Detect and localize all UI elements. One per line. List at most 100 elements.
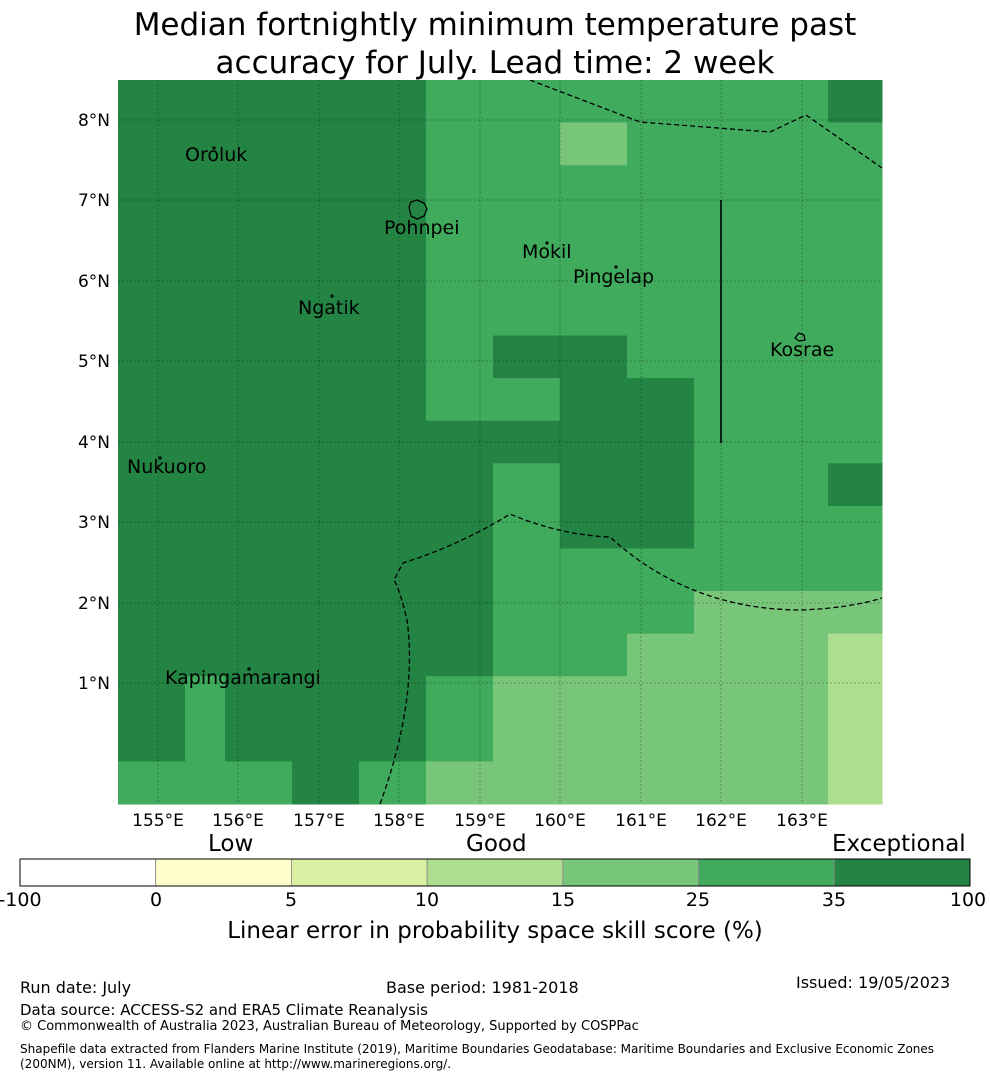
skill-cell bbox=[292, 250, 360, 294]
skill-cell bbox=[359, 378, 427, 422]
colorbar-tick: 25 bbox=[685, 889, 711, 911]
lon-label: 163°E bbox=[776, 811, 828, 831]
skill-cell bbox=[761, 335, 829, 379]
chart-title: Median fortnightly minimum temperature p… bbox=[0, 6, 990, 82]
skill-cell bbox=[118, 292, 186, 337]
lon-label: 156°E bbox=[212, 811, 264, 831]
skill-cell bbox=[292, 378, 360, 422]
skill-cell bbox=[828, 335, 883, 379]
skill-cell bbox=[761, 591, 829, 635]
skill-cell bbox=[185, 292, 226, 337]
skill-cell bbox=[560, 505, 628, 549]
skill-cell bbox=[694, 591, 762, 635]
colorbar-tick: -100 bbox=[0, 889, 42, 911]
skill-cell bbox=[694, 80, 762, 124]
skill-cell bbox=[493, 718, 561, 762]
kosrae-island-icon bbox=[794, 332, 806, 342]
skill-cell bbox=[359, 633, 427, 677]
skill-cell bbox=[292, 207, 360, 251]
skill-cell bbox=[118, 250, 186, 294]
skill-cell bbox=[292, 463, 360, 507]
colorbar-segment bbox=[291, 858, 428, 887]
skill-cell bbox=[761, 548, 829, 592]
skill-cell bbox=[493, 207, 561, 251]
skill-cell bbox=[828, 676, 883, 720]
shapefile-credit-line2: (200NM), version 11. Available online at… bbox=[20, 1057, 452, 1071]
place-labels: Oroluk Pohnpei Mokil Pingelap Ngatik Kos… bbox=[127, 144, 834, 689]
skill-cell bbox=[694, 378, 762, 422]
skill-cell bbox=[225, 548, 293, 592]
skill-cell bbox=[185, 591, 226, 635]
skill-cell bbox=[359, 335, 427, 379]
skill-cell bbox=[225, 718, 293, 762]
skill-cell bbox=[426, 718, 494, 762]
skill-cell bbox=[185, 420, 226, 464]
skill-cell bbox=[426, 335, 494, 379]
lat-label: 8°N bbox=[78, 111, 110, 131]
skill-cell bbox=[493, 378, 561, 422]
lat-label: 4°N bbox=[78, 433, 110, 453]
skill-cell bbox=[118, 335, 186, 379]
chart-title-line2: accuracy for July. Lead time: 2 week bbox=[215, 45, 775, 81]
skill-cell bbox=[225, 80, 293, 124]
skill-cell bbox=[292, 633, 360, 677]
skill-cell bbox=[426, 80, 494, 124]
skill-cell bbox=[761, 378, 829, 422]
lon-label: 155°E bbox=[132, 811, 184, 831]
skill-cell bbox=[118, 505, 186, 549]
place-label-oroluk: Oroluk bbox=[185, 144, 247, 166]
skill-cell bbox=[493, 548, 561, 592]
colorbar-segment bbox=[155, 858, 292, 887]
place-label-ngatik: Ngatik bbox=[298, 297, 360, 319]
skill-cell bbox=[225, 378, 293, 422]
skill-cell bbox=[828, 80, 883, 124]
skill-cell bbox=[694, 122, 762, 166]
skill-cell bbox=[493, 165, 561, 209]
skill-cell bbox=[359, 122, 427, 166]
skill-cell bbox=[493, 335, 561, 379]
skill-cell bbox=[828, 250, 883, 294]
skill-cell bbox=[761, 250, 829, 294]
skill-cell bbox=[761, 207, 829, 251]
skill-cell bbox=[560, 80, 628, 124]
skill-cell bbox=[359, 718, 427, 762]
skill-cell bbox=[185, 250, 226, 294]
skill-cell bbox=[225, 292, 293, 337]
colorbar-tick: 0 bbox=[149, 889, 163, 911]
pingelap-atoll-icon bbox=[614, 265, 618, 269]
skill-cell bbox=[627, 548, 695, 592]
skill-cell bbox=[359, 165, 427, 209]
skill-cell bbox=[761, 676, 829, 720]
skill-cell bbox=[292, 591, 360, 635]
skill-cell bbox=[359, 250, 427, 294]
lat-label: 3°N bbox=[78, 513, 110, 533]
skill-cell bbox=[761, 761, 829, 805]
skill-cell bbox=[426, 207, 494, 251]
skill-cell bbox=[560, 122, 628, 166]
skill-cell bbox=[359, 292, 427, 337]
colorbar-tick: 5 bbox=[284, 889, 298, 911]
skill-cell bbox=[426, 378, 494, 422]
map-overlays bbox=[118, 80, 882, 804]
skill-cell bbox=[118, 761, 186, 805]
skill-grid bbox=[118, 80, 883, 805]
skill-cell bbox=[560, 165, 628, 209]
colorbar-segment bbox=[562, 858, 699, 887]
place-label-kosrae: Kosrae bbox=[770, 339, 834, 361]
nukuoro-atoll-icon bbox=[158, 456, 162, 460]
colorbar-tick: 10 bbox=[414, 889, 440, 911]
skill-cell bbox=[225, 633, 293, 677]
colorbar-word-low: Low bbox=[208, 831, 254, 857]
skill-cell bbox=[359, 676, 427, 720]
place-label-mokil: Mokil bbox=[522, 241, 572, 263]
skill-cell bbox=[185, 335, 226, 379]
skill-cell bbox=[627, 250, 695, 294]
skill-cell bbox=[694, 676, 762, 720]
skill-cell bbox=[185, 207, 226, 251]
eez-boundary-north bbox=[529, 80, 882, 169]
lat-label: 5°N bbox=[78, 352, 110, 372]
skill-cell bbox=[292, 676, 360, 720]
skill-cell bbox=[359, 761, 427, 805]
lon-axis-labels: 155°E 156°E 157°E 158°E 159°E 160°E 161°… bbox=[132, 811, 828, 831]
skill-cell bbox=[359, 80, 427, 124]
